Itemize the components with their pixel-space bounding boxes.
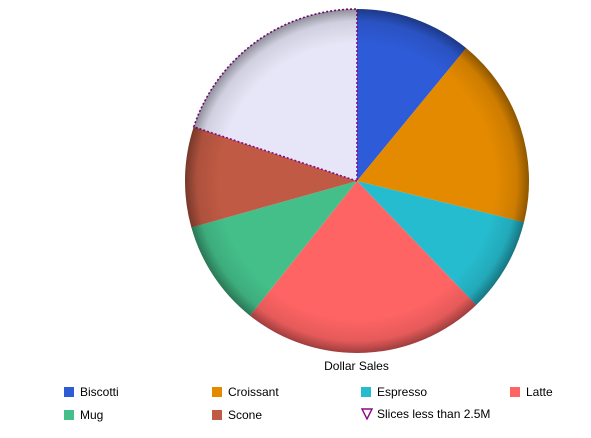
legend-swatch-mug bbox=[64, 410, 74, 420]
legend-item-scone[interactable]: Scone bbox=[212, 408, 262, 422]
legend-item-biscotti[interactable]: Biscotti bbox=[64, 385, 119, 399]
legend-swatch-espresso bbox=[361, 387, 371, 397]
legend-swatch-croissant bbox=[212, 387, 222, 397]
legend-swatch-biscotti bbox=[64, 387, 74, 397]
legend-label: Biscotti bbox=[80, 385, 119, 399]
triangle-down-icon bbox=[361, 408, 373, 420]
legend-label: Latte bbox=[526, 385, 553, 399]
legend-swatch-scone bbox=[212, 410, 222, 420]
legend-item-other[interactable]: Slices less than 2.5M bbox=[361, 407, 490, 421]
legend-label: Croissant bbox=[228, 385, 279, 399]
chart-title: Dollar Sales bbox=[324, 359, 389, 373]
legend-swatch-latte bbox=[510, 387, 520, 397]
legend-item-croissant[interactable]: Croissant bbox=[212, 385, 279, 399]
legend-label: Mug bbox=[80, 408, 104, 422]
legend-item-mug[interactable]: Mug bbox=[64, 408, 103, 422]
pie-edge-shading bbox=[185, 9, 529, 353]
legend-label: Espresso bbox=[377, 385, 428, 399]
legend-label: Slices less than 2.5M bbox=[377, 407, 491, 421]
legend-label: Scone bbox=[228, 408, 263, 422]
legend-item-espresso[interactable]: Espresso bbox=[361, 385, 427, 399]
legend-item-latte[interactable]: Latte bbox=[510, 385, 553, 399]
